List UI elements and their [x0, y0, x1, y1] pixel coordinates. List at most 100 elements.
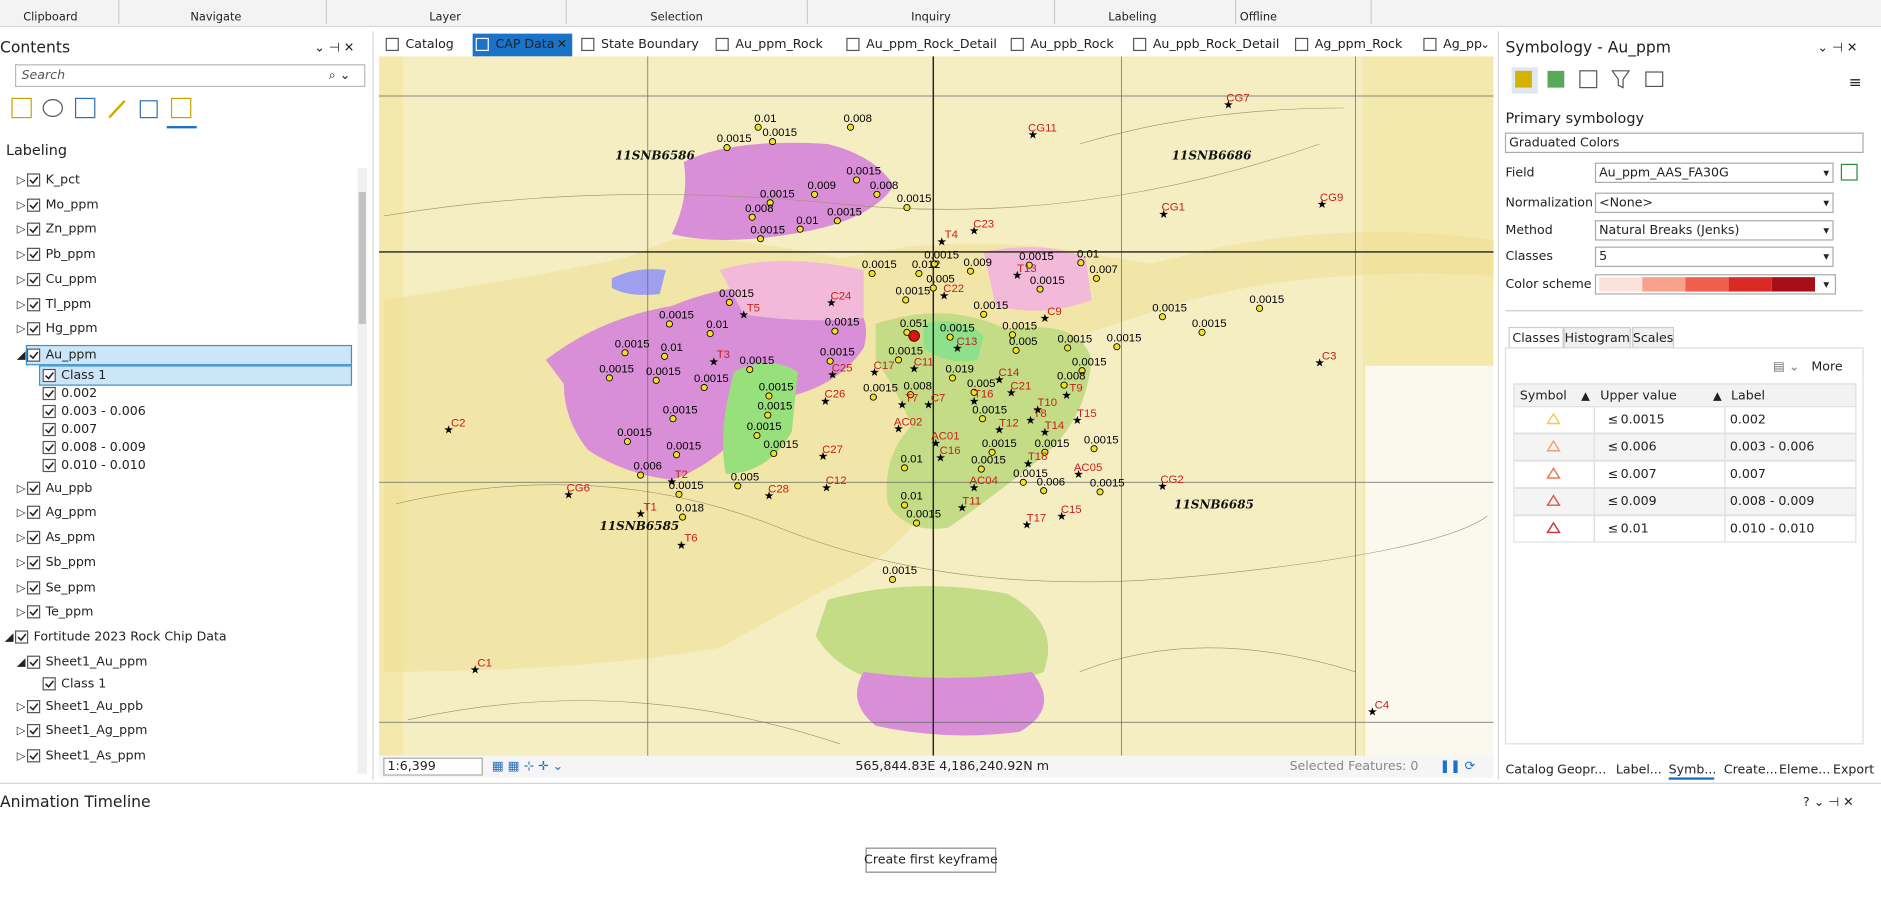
layer-name[interactable]: As_ppm: [46, 529, 96, 544]
tab-label[interactable]: Au_ppm_Rock: [735, 36, 823, 51]
checkbox[interactable]: [42, 440, 56, 455]
column-header[interactable]: Upper value: [1600, 387, 1677, 402]
sample-point[interactable]: [1008, 331, 1017, 339]
sample-point[interactable]: [906, 391, 915, 399]
tool-icon[interactable]: [11, 97, 32, 119]
menu-icon[interactable]: ≡: [1849, 73, 1862, 91]
checkbox[interactable]: [26, 724, 41, 738]
checkbox[interactable]: [42, 677, 56, 691]
expand-toggle[interactable]: ▷: [17, 321, 26, 335]
expand-toggle[interactable]: ▷: [17, 723, 26, 737]
tab-label[interactable]: Ag_pp: [1443, 36, 1482, 51]
layer-name[interactable]: 0.002: [61, 385, 97, 400]
checkbox[interactable]: [26, 530, 41, 545]
map-controls[interactable]: ❚❚ ⟳: [1440, 758, 1476, 774]
checkbox[interactable]: [26, 556, 41, 570]
tool-icon[interactable]: [74, 97, 96, 119]
dropdown-arrow[interactable]: ▾: [1823, 165, 1829, 179]
checkbox[interactable]: [42, 458, 56, 473]
sample-point[interactable]: [796, 225, 804, 233]
sample-point[interactable]: [826, 357, 834, 365]
scrollbar-thumb[interactable]: [358, 191, 366, 324]
sample-point[interactable]: [1096, 488, 1104, 496]
dropdown-arrow[interactable]: ▾: [1823, 223, 1829, 237]
tool-icon[interactable]: [1611, 70, 1631, 89]
layer-name[interactable]: Sb_ppm: [46, 554, 96, 569]
sample-point[interactable]: [868, 270, 876, 278]
tool-icon[interactable]: [1579, 70, 1598, 89]
sample-point[interactable]: [1256, 304, 1264, 312]
layer-name[interactable]: Zn_ppm: [46, 221, 97, 236]
expand-toggle[interactable]: ▷: [17, 699, 26, 713]
tab-label[interactable]: Histogram: [1565, 330, 1630, 345]
sample-point[interactable]: [764, 411, 772, 419]
keyframe-button[interactable]: [865, 847, 997, 873]
expand-toggle[interactable]: ▷: [17, 481, 26, 495]
sample-point[interactable]: [1036, 285, 1044, 293]
field-value[interactable]: Au_ppm_AAS_FA30G: [1599, 164, 1729, 179]
layer-name[interactable]: Class 1: [61, 367, 106, 382]
column-header[interactable]: Symbol: [1520, 387, 1567, 402]
sample-point[interactable]: [1041, 448, 1049, 456]
pane-buttons[interactable]: ⌄ ⊣ ✕: [314, 40, 354, 55]
layer-name[interactable]: K_pct: [46, 171, 80, 186]
sample-point[interactable]: [1060, 381, 1068, 389]
tab-label[interactable]: State Boundary: [601, 36, 699, 51]
checkbox[interactable]: [26, 749, 41, 763]
expand-toggle[interactable]: ▷: [17, 222, 26, 236]
checkbox[interactable]: [26, 272, 41, 287]
dock-tab[interactable]: Eleme...: [1779, 762, 1830, 777]
table-row[interactable]: [1513, 515, 1857, 543]
dropdown-arrow[interactable]: ▾: [1823, 277, 1829, 291]
sample-point[interactable]: [1113, 343, 1121, 351]
checkbox[interactable]: [26, 581, 41, 595]
table-options[interactable]: ▤ ⌄: [1773, 359, 1799, 374]
sample-point[interactable]: [948, 374, 957, 382]
layer-name[interactable]: Hg_ppm: [46, 320, 98, 335]
checkbox[interactable]: [26, 700, 41, 714]
sample-point[interactable]: [811, 190, 819, 198]
tool-icon[interactable]: [170, 97, 192, 119]
tab-label[interactable]: Catalog: [405, 36, 453, 51]
sample-point[interactable]: [930, 260, 939, 268]
sample-point[interactable]: [1077, 259, 1085, 267]
dropdown[interactable]: [1594, 220, 1834, 241]
tool-icon[interactable]: [1645, 71, 1664, 88]
layer-name[interactable]: Au_ppm: [46, 347, 97, 362]
dock-tab[interactable]: Symb...: [1669, 762, 1717, 777]
sample-point[interactable]: [846, 123, 855, 131]
layer-name[interactable]: Se_ppm: [46, 579, 96, 594]
checkbox[interactable]: [26, 655, 41, 669]
sample-point[interactable]: [988, 448, 996, 456]
sample-point[interactable]: [1019, 478, 1027, 486]
tool-icon[interactable]: [42, 99, 63, 118]
tab-label[interactable]: CAP Data: [495, 36, 554, 51]
sample-point[interactable]: [966, 267, 975, 275]
table-row[interactable]: [1513, 487, 1857, 516]
tab-label[interactable]: Ag_ppm_Rock: [1315, 36, 1403, 51]
sample-point[interactable]: [894, 356, 903, 364]
layer-name[interactable]: Cu_ppm: [46, 271, 97, 286]
table-row[interactable]: [1513, 406, 1857, 434]
sample-point[interactable]: [1040, 487, 1048, 495]
sample-point[interactable]: [1064, 344, 1072, 352]
pane-buttons[interactable]: ? ⌄ ⊣ ✕: [1803, 794, 1854, 809]
expand-toggle[interactable]: ▷: [17, 198, 26, 212]
table-row[interactable]: [1513, 460, 1857, 489]
checkbox[interactable]: [26, 322, 41, 336]
sample-point[interactable]: [852, 176, 861, 184]
layer-name[interactable]: Sheet1_Ag_ppm: [46, 722, 148, 737]
scrollbar[interactable]: [357, 167, 368, 774]
sample-point[interactable]: [977, 465, 985, 473]
checkbox[interactable]: [26, 481, 41, 495]
expand-toggle[interactable]: ▷: [17, 580, 26, 594]
sample-point[interactable]: [903, 328, 911, 336]
checkbox[interactable]: [26, 198, 41, 212]
checkbox[interactable]: [26, 222, 41, 236]
tab-label[interactable]: Scales: [1633, 330, 1673, 345]
dropdown-arrow[interactable]: ▾: [1823, 249, 1829, 263]
dock-tab[interactable]: Catalog: [1506, 762, 1554, 777]
expand-toggle[interactable]: ▷: [17, 604, 26, 618]
sample-point[interactable]: [770, 449, 778, 458]
sample-point[interactable]: [725, 298, 733, 306]
